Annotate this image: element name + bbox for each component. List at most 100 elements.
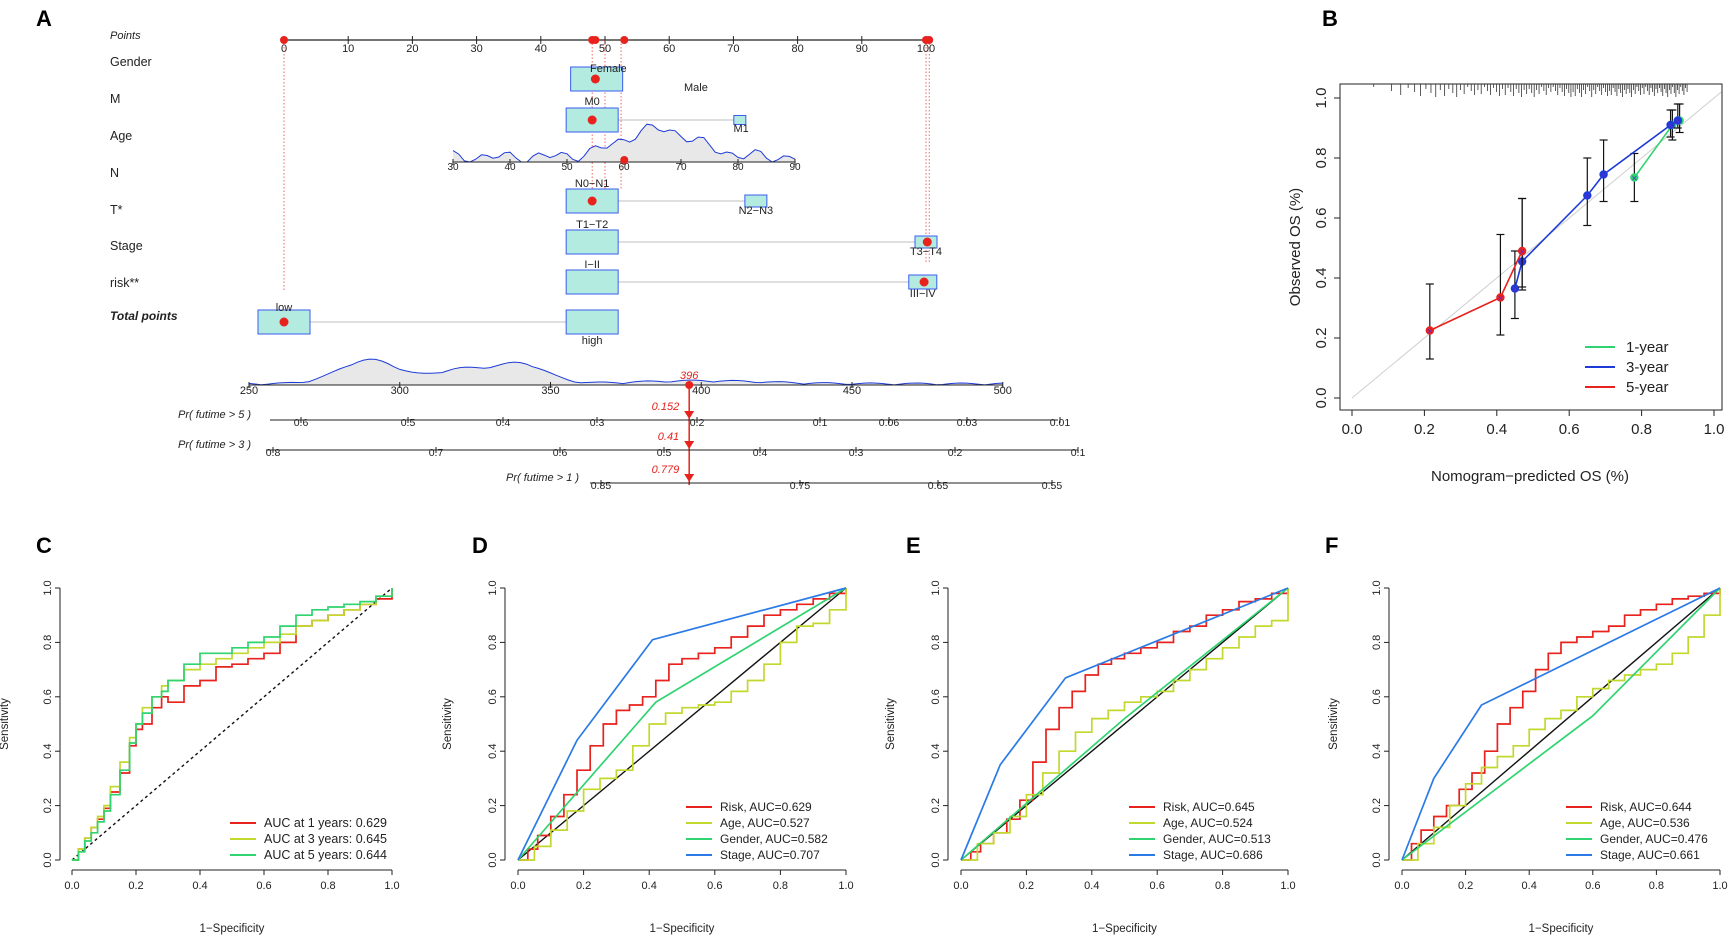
points-tick-label: 70	[727, 43, 739, 55]
stage-i-ii-box	[565, 269, 619, 295]
prob-tick-label: 0.6	[553, 447, 568, 459]
roc-x-label: 1−Specificity	[1092, 923, 1157, 935]
prob-tick-label: 0.6	[294, 417, 309, 429]
roc-y-tick-label: 0.6	[930, 689, 942, 704]
variable-label-1: M	[110, 92, 120, 106]
prob-tick-label: 0.85	[591, 480, 612, 492]
roc-legend-label: Stage, AUC=0.707	[720, 848, 820, 862]
calib-x-marker: ×	[1427, 327, 1433, 338]
gender-level-female: Female	[590, 63, 627, 75]
age-tick-label: 80	[732, 162, 744, 173]
calib-x-tick-label: 0.8	[1631, 421, 1652, 438]
total-value-label: 396	[680, 370, 699, 382]
points-tick-label: 50	[599, 43, 611, 55]
roc-legend-label: Age, AUC=0.527	[720, 816, 810, 830]
calib-point	[1673, 116, 1683, 125]
roc-plot-f: 0.0 0.2 0.4 0.6 0.8 1.0 0.0 0.2 0.4 0.6 0.8 1.0 1−Sp…	[1328, 580, 1728, 935]
calib-point	[1425, 326, 1435, 335]
calib-frame	[1339, 83, 1723, 411]
roc-x-label: 1−Specificity	[200, 923, 265, 935]
total-tick-label: 400	[692, 385, 710, 397]
roc-y-tick-label: 0.4	[42, 744, 54, 759]
panel-label-f: F	[1325, 533, 1338, 558]
prob-tick-label: 0.06	[879, 417, 900, 429]
roc-x-tick-label: 0.2	[1458, 880, 1473, 892]
roc-legend-label: AUC at 1 years: 0.629	[264, 816, 387, 830]
prob-tick-label: 0.4	[753, 447, 768, 459]
calib-x-tick-label: 1.0	[1704, 421, 1725, 438]
calib-x-marker: ×	[1519, 247, 1525, 258]
calib-x-marker: ×	[1584, 192, 1590, 203]
roc-curve-0	[518, 588, 847, 861]
stage-level-iii-iv: III−IV	[910, 288, 937, 300]
roc-x-tick-label: 0.8	[773, 880, 788, 892]
calib-legend-label: 3-year	[1626, 359, 1669, 376]
gender-selected-dot	[590, 74, 600, 84]
risk-level-low: low	[276, 302, 293, 314]
n-level-n01: N0−N1	[575, 178, 610, 190]
roc-diagonal	[71, 587, 393, 861]
roc-y-tick-label: 0.2	[930, 798, 942, 813]
n-selected-dot	[587, 196, 597, 206]
gender-level-male: Male	[684, 82, 708, 94]
roc-x-tick-label: 0.2	[576, 880, 591, 892]
roc-diagonal	[1401, 587, 1721, 861]
calib-line-5-year	[1429, 250, 1523, 332]
roc-curve-1	[518, 588, 847, 861]
roc-legend-label: Risk, AUC=0.645	[1163, 800, 1255, 814]
prob-axis-label-1: Pr( futime > 3 )	[178, 439, 251, 451]
roc-x-tick-label: 0.2	[128, 880, 143, 892]
variable-label-5: Stage	[110, 239, 143, 253]
total-density-fill	[249, 359, 1003, 385]
prob-tick-label: 0.1	[1071, 447, 1086, 459]
roc-x-tick-label: 0.0	[953, 880, 968, 892]
prob-tick-label: 0.55	[1042, 480, 1063, 492]
t-level-t12: T1−T2	[576, 219, 608, 231]
prob-tick-label: 0.2	[690, 417, 705, 429]
total-density-line	[248, 358, 1003, 386]
total-tick-label: 300	[391, 385, 409, 397]
variable-label-3: N	[110, 166, 119, 180]
roc-x-tick-label: 1.0	[384, 880, 399, 892]
calib-y-tick-label: 0.0	[1313, 388, 1330, 409]
prob-tick-label: 0.03	[957, 417, 978, 429]
prob-tick-label: 0.3	[849, 447, 864, 459]
t-level-t34: T3−T4	[910, 246, 942, 258]
roc-legend-label: Age, AUC=0.536	[1600, 816, 1690, 830]
total-tick-label: 500	[994, 385, 1012, 397]
roc-curve-0	[961, 588, 1289, 861]
roc-curve-2	[72, 588, 393, 861]
roc-x-tick-label: 0.6	[256, 880, 271, 892]
prob-axis-label-2: Pr( futime > 1 )	[506, 472, 579, 484]
prob-tick-label: 0.65	[928, 480, 949, 492]
age-density-fill	[453, 124, 795, 162]
roc-y-tick-label: 0.6	[42, 689, 54, 704]
panel-label-d: D	[472, 533, 488, 558]
calib-line-3-year	[1514, 119, 1679, 289]
roc-diagonal	[960, 587, 1289, 861]
roc-legend-label: Stage, AUC=0.661	[1600, 848, 1700, 862]
prob-tick-label: 0.5	[401, 417, 416, 429]
prob-tick-label: 0.4	[496, 417, 511, 429]
roc-y-tick-label: 0.8	[487, 635, 499, 650]
roc-curve-3	[1401, 587, 1721, 861]
roc-x-tick-label: 0.4	[642, 880, 657, 892]
roc-curve-2	[517, 587, 847, 861]
age-tick-label: 40	[504, 162, 516, 173]
calib-x-marker: ×	[1601, 171, 1607, 182]
calib-y-tick-label: 0.6	[1313, 208, 1330, 229]
points-tick-label: 80	[791, 43, 803, 55]
roc-y-label: Sensitivity	[442, 698, 454, 750]
roc-legend-label: Gender, AUC=0.476	[1600, 832, 1708, 846]
points-tick-label: 20	[406, 43, 418, 55]
prob-tick-label: 0.75	[790, 480, 811, 492]
total-tick-label: 350	[541, 385, 559, 397]
roc-x-label: 1−Specificity	[1529, 923, 1594, 935]
calib-point	[1517, 246, 1527, 256]
roc-legend-label: AUC at 5 years: 0.644	[264, 848, 387, 862]
age-tick-label: 50	[561, 162, 573, 173]
gender-box	[570, 66, 624, 92]
roc-y-tick-label: 1.0	[42, 580, 54, 595]
roc-y-tick-label: 0.0	[930, 852, 942, 867]
